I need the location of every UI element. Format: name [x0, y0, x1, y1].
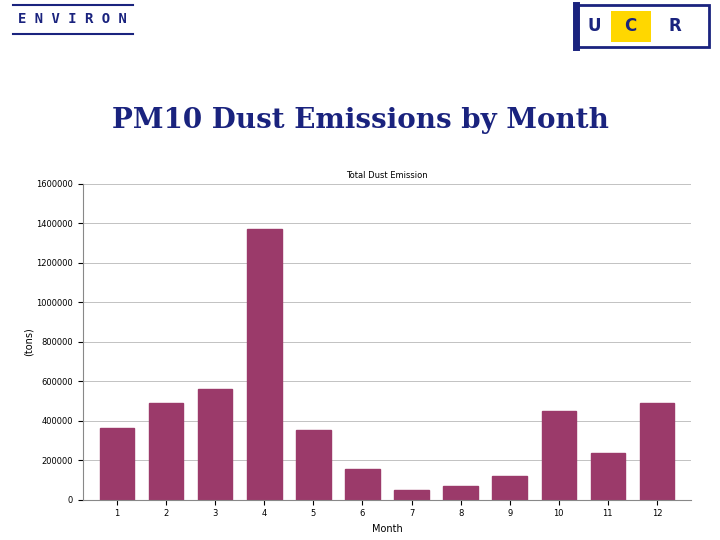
Bar [346, 469, 379, 500]
Text: U: U [588, 17, 600, 35]
Bar [247, 229, 282, 500]
Text: PM10 Dust Emissions by Month: PM10 Dust Emissions by Month [112, 107, 608, 134]
FancyBboxPatch shape [576, 5, 709, 47]
Bar [100, 428, 135, 500]
Text: C: C [624, 17, 637, 35]
Bar [395, 490, 428, 500]
Bar [296, 430, 330, 500]
Y-axis label: (tons): (tons) [24, 327, 33, 356]
Bar [492, 476, 527, 500]
X-axis label: Month: Month [372, 524, 402, 534]
Title: Total Dust Emission: Total Dust Emission [346, 171, 428, 180]
Bar [149, 403, 184, 500]
Bar [444, 485, 478, 500]
Text: R: R [668, 17, 681, 35]
Bar [541, 410, 576, 500]
Bar [198, 389, 233, 500]
Bar [590, 453, 625, 500]
Bar [639, 403, 674, 500]
Text: E N V I R O N: E N V I R O N [18, 12, 127, 26]
FancyBboxPatch shape [611, 11, 651, 42]
